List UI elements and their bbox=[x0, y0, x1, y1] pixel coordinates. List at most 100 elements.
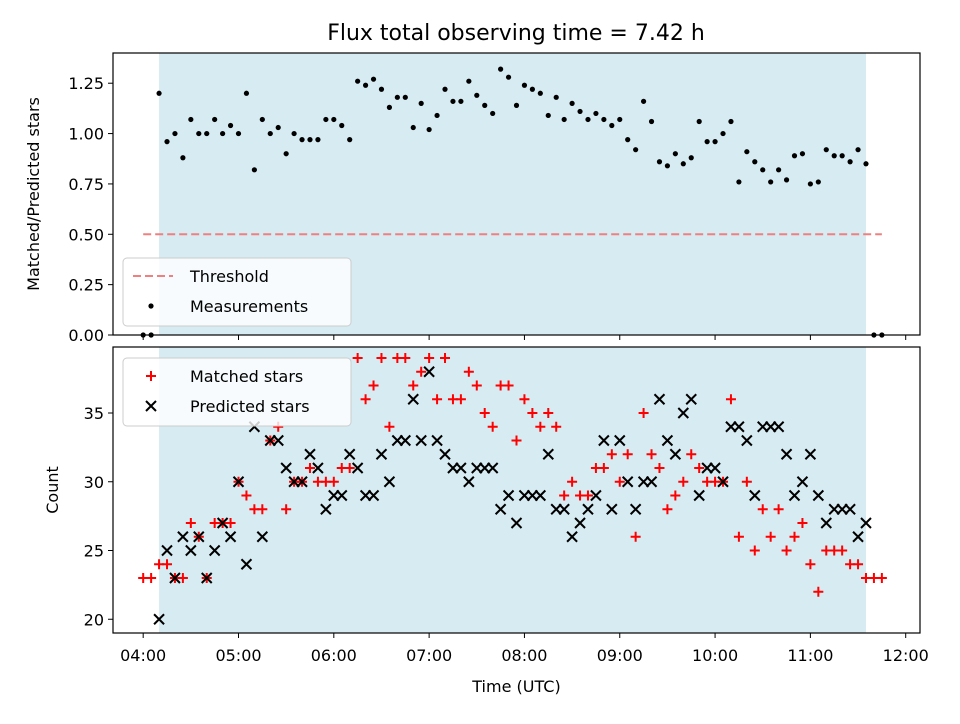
matched-point bbox=[376, 353, 387, 363]
measurement-point bbox=[633, 147, 639, 153]
matched-point bbox=[146, 573, 157, 583]
predicted-point bbox=[653, 393, 666, 405]
predicted-point bbox=[733, 421, 745, 433]
measurement-point bbox=[474, 92, 480, 98]
matched-point bbox=[725, 394, 736, 405]
measurement-point bbox=[601, 116, 607, 123]
legend: Matched stars Predicted stars bbox=[122, 357, 352, 427]
matched-point bbox=[416, 366, 427, 377]
measurement-point bbox=[355, 78, 361, 84]
measurement-point bbox=[204, 130, 210, 137]
matched-point bbox=[185, 518, 196, 528]
measurement-point bbox=[212, 116, 218, 123]
matched-point bbox=[837, 545, 848, 556]
measurement-point bbox=[164, 139, 170, 145]
measurement-point bbox=[807, 181, 813, 187]
matched-point bbox=[662, 504, 673, 515]
y-tick-label: 0.25 bbox=[68, 276, 104, 295]
predicted-point bbox=[558, 503, 570, 515]
measurement-point bbox=[863, 161, 869, 167]
predicted-point bbox=[280, 462, 292, 474]
matched-point bbox=[630, 531, 641, 542]
measurement-point bbox=[585, 116, 591, 123]
predicted-point bbox=[193, 531, 205, 543]
predicted-point bbox=[431, 434, 443, 447]
matched-point bbox=[225, 518, 236, 528]
measurement-point bbox=[720, 130, 726, 137]
measurement-point bbox=[760, 167, 766, 173]
measurement-point bbox=[656, 159, 663, 165]
measurement-point bbox=[331, 116, 337, 123]
matched-point bbox=[400, 353, 411, 363]
axes-frame bbox=[112, 346, 921, 634]
count-panel: 20 25 30 35 04:00 05:00 06:00 07:00 08:00 09:00 10… bbox=[43, 346, 929, 696]
measurement-point bbox=[704, 139, 710, 145]
x-tick-label: 10:00 bbox=[692, 646, 738, 665]
measurement-point bbox=[791, 153, 798, 159]
predicted-point bbox=[201, 572, 213, 584]
matched-point bbox=[757, 504, 768, 515]
matched-point bbox=[797, 518, 808, 528]
legend-label: Matched stars bbox=[190, 367, 303, 386]
measurement-point bbox=[815, 179, 821, 185]
measurement-point bbox=[712, 139, 718, 145]
predicted-point bbox=[590, 489, 602, 502]
predicted-point bbox=[169, 572, 181, 584]
measurement-point bbox=[267, 130, 273, 137]
predicted-point bbox=[455, 462, 467, 474]
y-tick-label: 0.50 bbox=[68, 225, 104, 244]
matched-point bbox=[527, 408, 538, 418]
matched-point bbox=[424, 353, 435, 363]
measurement-point bbox=[799, 151, 806, 157]
predicted-point bbox=[224, 531, 237, 543]
matched-point bbox=[805, 559, 816, 570]
measurement-point bbox=[450, 98, 456, 104]
measurement-point bbox=[426, 126, 432, 133]
predicted-point bbox=[399, 434, 412, 447]
measurement-point bbox=[243, 90, 250, 96]
predicted-point bbox=[614, 434, 626, 447]
predicted-point bbox=[574, 517, 586, 529]
measurement-point bbox=[593, 110, 599, 117]
predicted-point bbox=[852, 531, 864, 543]
measurement-point bbox=[418, 100, 424, 106]
measurement-point bbox=[227, 122, 234, 129]
matched-point bbox=[614, 476, 625, 487]
measurement-point bbox=[617, 116, 623, 123]
measurement-point bbox=[529, 86, 535, 92]
predicted-point bbox=[677, 407, 690, 419]
x-tick-label: 11:00 bbox=[787, 646, 833, 665]
figure-title: Flux total observing time = 7.42 h bbox=[327, 21, 705, 46]
legend-label: Threshold bbox=[189, 267, 269, 286]
matched-point bbox=[567, 476, 578, 487]
measurement-point bbox=[831, 153, 837, 159]
measurement-point bbox=[752, 159, 758, 165]
measurement-point bbox=[648, 118, 655, 125]
matched-point bbox=[177, 573, 188, 583]
predicted-point bbox=[542, 448, 554, 460]
measurement-point bbox=[339, 122, 345, 129]
predicted-point bbox=[383, 476, 396, 488]
predicted-point bbox=[772, 421, 785, 433]
measurement-point bbox=[688, 155, 694, 161]
measurement-point bbox=[235, 130, 242, 137]
x-axis-label: Time (UTC) bbox=[471, 677, 560, 696]
measurement-point bbox=[855, 147, 861, 153]
matched-point bbox=[606, 449, 617, 460]
matched-point bbox=[789, 531, 800, 542]
measurement-point bbox=[680, 161, 686, 167]
matched-point bbox=[257, 504, 268, 515]
legend: Threshold Measurements bbox=[122, 257, 352, 327]
predicted-point bbox=[423, 366, 435, 378]
predicted-point bbox=[582, 503, 594, 515]
predicted-point bbox=[645, 476, 658, 488]
matched-point bbox=[598, 463, 609, 473]
measurement-point bbox=[196, 130, 202, 137]
predicted-point bbox=[709, 462, 721, 474]
measurement-point bbox=[442, 86, 448, 92]
y-tick-label: 20 bbox=[84, 610, 104, 629]
x-tick-label: 12:00 bbox=[883, 646, 929, 665]
matched-point bbox=[686, 449, 697, 460]
measurement-point bbox=[839, 153, 845, 159]
